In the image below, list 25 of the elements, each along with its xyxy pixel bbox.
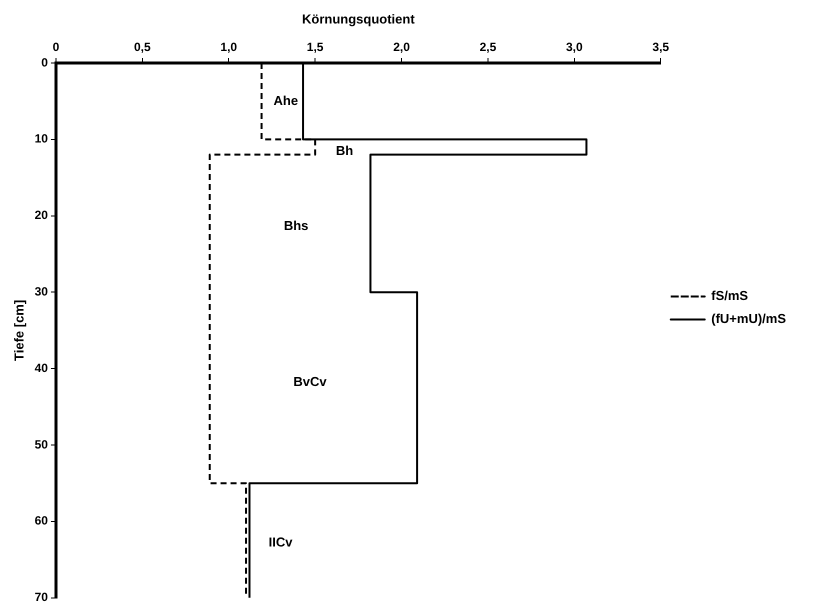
- annotation: Bhs: [284, 218, 308, 234]
- y-axis-title: Tiefe [cm]: [11, 300, 26, 361]
- legend-label: (fU+mU)/mS: [711, 311, 786, 326]
- y-tick-label: 50: [34, 437, 48, 452]
- x-tick-label: 1,0: [220, 40, 238, 54]
- annotation: IICv: [268, 534, 294, 550]
- y-tick-label: 10: [34, 132, 48, 146]
- x-tick-label: 3,0: [566, 40, 584, 54]
- annotation: Ahe: [273, 92, 298, 108]
- x-tick-label: 2,5: [480, 40, 497, 54]
- x-tick-label: 3,5: [652, 40, 670, 54]
- x-tick-label: 0,5: [134, 40, 152, 54]
- y-tick-label: 60: [34, 514, 48, 528]
- x-tick-label: 0: [52, 40, 60, 54]
- y-tick-label: 30: [34, 284, 48, 299]
- annotation: Bh: [336, 143, 354, 158]
- annotation: BvCv: [293, 374, 328, 389]
- y-tick-label: 20: [34, 208, 48, 222]
- x-tick-label: 1,5: [306, 40, 324, 54]
- legend-label: fS/mS: [711, 288, 748, 304]
- x-tick-label: 2,0: [393, 40, 410, 54]
- y-tick-label: 70: [34, 590, 48, 604]
- y-tick-label: 0: [41, 55, 48, 70]
- y-tick-label: 40: [34, 360, 48, 375]
- x-axis-title: Körnungsquotient: [302, 11, 416, 26]
